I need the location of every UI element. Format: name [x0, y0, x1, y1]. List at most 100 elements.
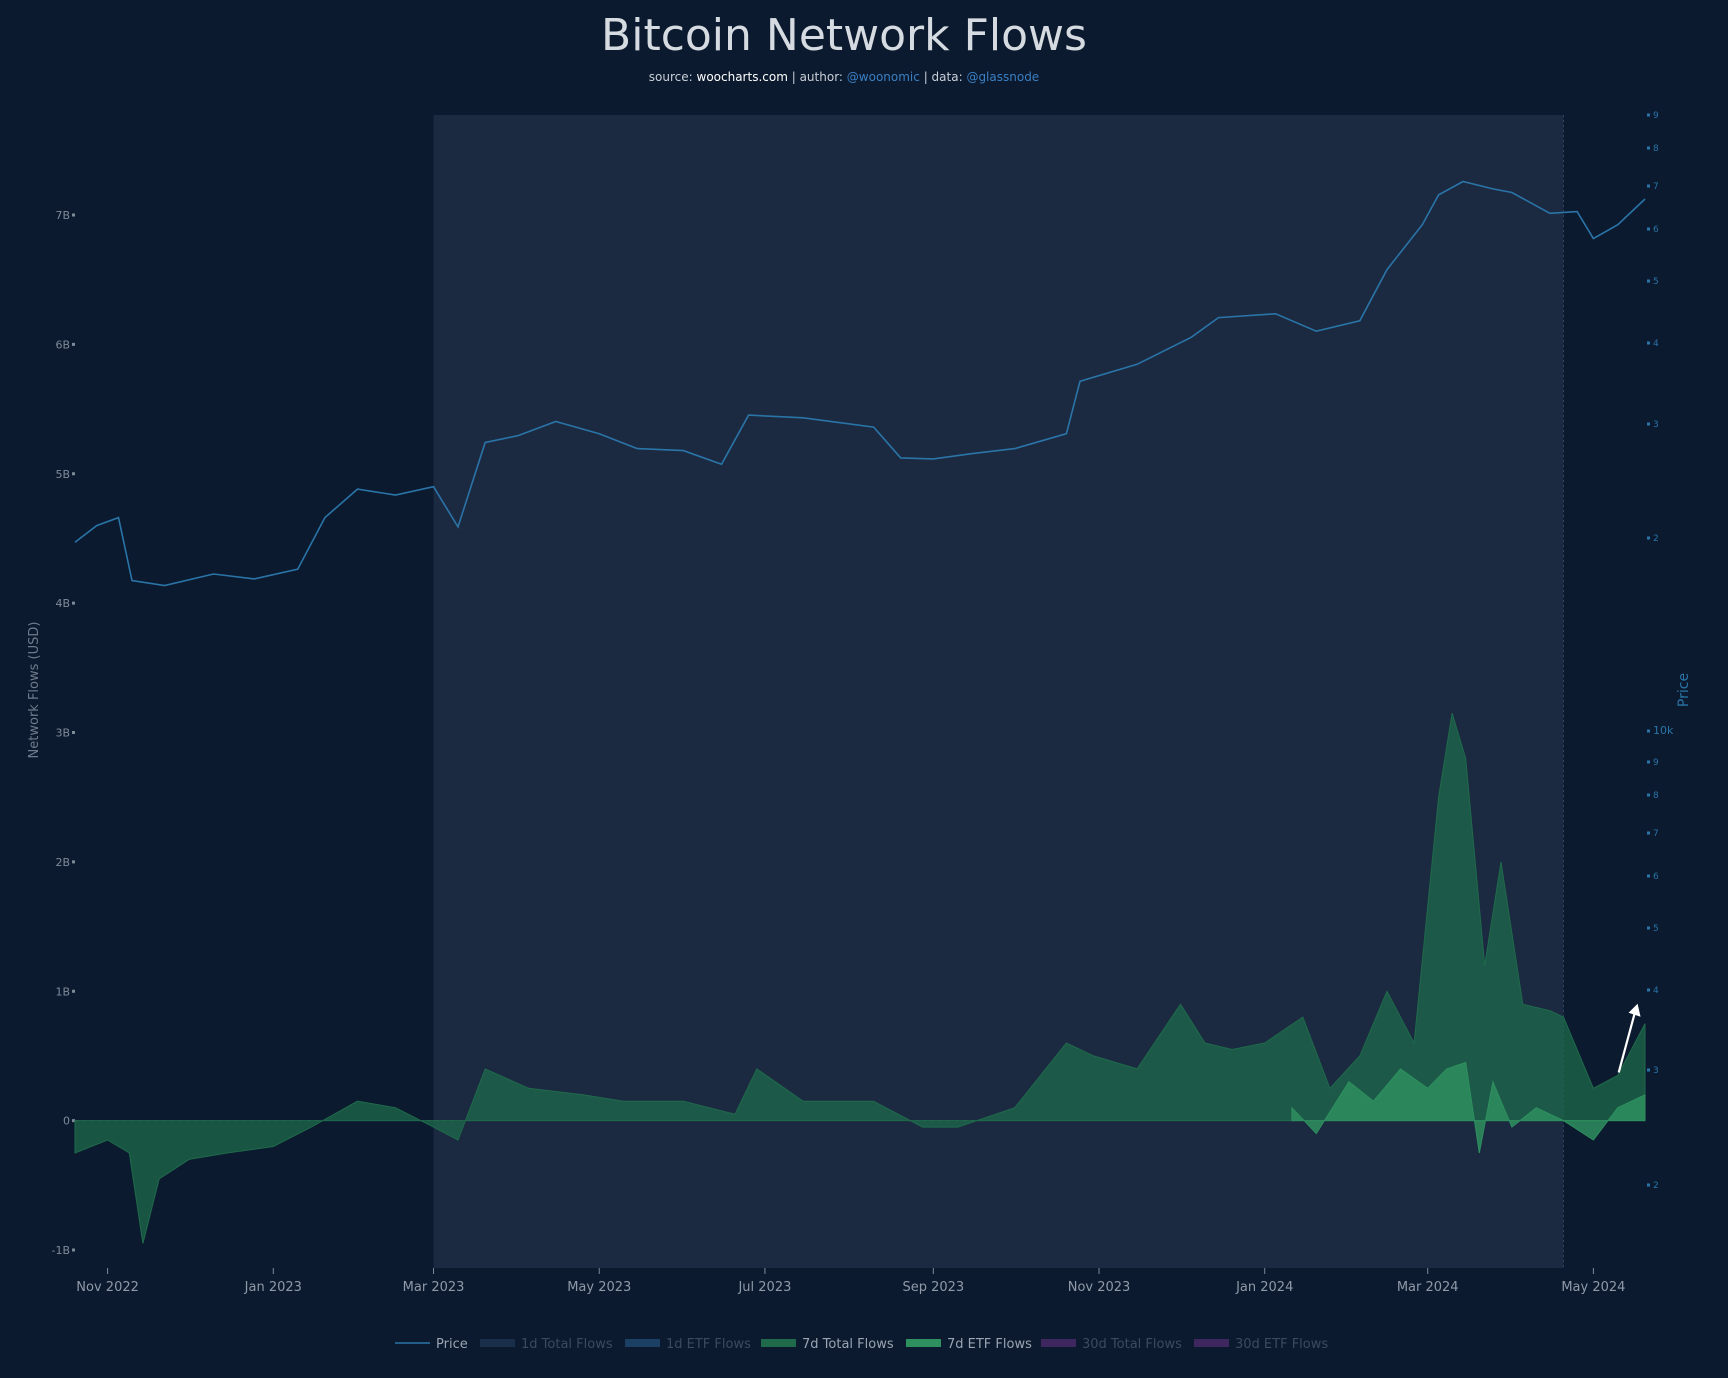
right-axis-tick-mark [1647, 536, 1650, 540]
data-point [873, 426, 875, 428]
left-axis-tick-mark [72, 213, 75, 217]
x-axis-tick-label: May 2023 [567, 1280, 631, 1295]
data-point [756, 1068, 758, 1070]
data-point [1427, 1087, 1429, 1089]
data-point [517, 435, 519, 437]
legend-item-1d-total-flows[interactable]: 1d Total Flows [480, 1337, 613, 1352]
data-point [1302, 1016, 1304, 1018]
data-point [1617, 1075, 1619, 1077]
data-point [142, 1243, 144, 1245]
left-y-axis: 7B 6B 5B 4B 3B 2B 1B 0 -1B [51, 209, 75, 1257]
x-axis-tick-label: Nov 2022 [76, 1280, 139, 1295]
left-axis-tick-label: 4B [55, 597, 70, 610]
data-point [1386, 990, 1388, 992]
data-point [188, 1159, 190, 1161]
data-point [1348, 1081, 1350, 1083]
price-line [74, 180, 1646, 587]
right-axis-tick-label: 6 [1653, 225, 1659, 235]
data-point [1291, 1107, 1293, 1109]
data-point [1204, 1042, 1206, 1044]
subtitle-source-link[interactable]: woocharts.com [697, 70, 788, 84]
data-point [433, 1126, 435, 1128]
right-axis-tick-label: 10k [1653, 724, 1674, 737]
data-point [74, 1152, 76, 1154]
series-7d-total-flows [74, 712, 1646, 1244]
data-point [1231, 1049, 1233, 1051]
x-axis-tick-label: May 2024 [1561, 1280, 1625, 1295]
data-point [683, 1100, 685, 1102]
data-point [623, 1100, 625, 1102]
data-point [802, 417, 804, 419]
legend-item-30d-etf-flows[interactable]: 30d ETF Flows [1194, 1337, 1328, 1352]
data-point [1180, 1003, 1182, 1005]
subtitle-author-link[interactable]: @woonomic [847, 70, 920, 84]
left-axis-tick-mark [72, 860, 75, 864]
data-point [1617, 1107, 1619, 1109]
right-axis-tick-mark [1647, 146, 1650, 150]
legend-item-30d-total-flows[interactable]: 30d Total Flows [1041, 1337, 1182, 1352]
data-point [357, 1100, 359, 1102]
data-point [971, 453, 973, 455]
data-point [1275, 313, 1277, 315]
data-point [226, 1152, 228, 1154]
data-point [1563, 1120, 1565, 1122]
data-point [107, 1139, 109, 1141]
data-point [1465, 1062, 1467, 1064]
left-axis-tick-label: 5B [55, 468, 70, 481]
data-point [395, 1107, 397, 1109]
legend-label: 7d ETF Flows [947, 1337, 1032, 1352]
right-axis-tick-mark [1647, 988, 1650, 992]
legend-item-price[interactable]: Price [395, 1337, 468, 1352]
right-axis-tick-mark [1647, 113, 1650, 117]
legend-item-7d-etf-flows[interactable]: 7d ETF Flows [906, 1337, 1032, 1352]
data-point [1500, 861, 1502, 863]
data-point [1536, 1107, 1538, 1109]
data-point [1593, 1139, 1595, 1141]
data-point [528, 1087, 530, 1089]
data-point [1522, 1003, 1524, 1005]
left-axis-tick-mark [72, 1119, 75, 1123]
legend-swatch [625, 1339, 660, 1347]
data-point [484, 1068, 486, 1070]
legend-label: 1d ETF Flows [666, 1337, 751, 1352]
data-point [1359, 320, 1361, 322]
legend-item-7d-total-flows[interactable]: 7d Total Flows [761, 1337, 894, 1352]
legend-swatch [480, 1339, 515, 1347]
x-axis-tick-label: Mar 2024 [1397, 1280, 1459, 1295]
annotation-layer [1617, 1003, 1641, 1073]
data-point [873, 1100, 875, 1102]
data-point [1479, 1152, 1481, 1154]
data-point [1446, 1068, 1448, 1070]
series-layer [74, 180, 1646, 1244]
right-axis-tick-label: 7 [1653, 182, 1659, 192]
right-axis-tick-label: 2 [1653, 1181, 1659, 1191]
arrow-head [1628, 1003, 1641, 1017]
data-point [748, 414, 750, 416]
left-axis-tick-mark [72, 342, 75, 346]
left-axis-tick-label: -1B [51, 1244, 70, 1257]
data-point [1451, 712, 1453, 714]
right-axis-tick-mark [1647, 1068, 1650, 1072]
x-axis-tick-label: Nov 2023 [1068, 1280, 1131, 1295]
legend-label: 30d Total Flows [1082, 1337, 1182, 1352]
right-axis-tick-mark [1647, 926, 1650, 930]
right-axis-tick-mark [1647, 422, 1650, 426]
legend-label: 7d Total Flows [802, 1337, 894, 1352]
right-axis-tick-mark [1647, 184, 1650, 188]
right-axis-tick-mark [1647, 729, 1650, 733]
right-y-axis-label: Price [1676, 673, 1692, 707]
data-point [457, 526, 459, 528]
right-axis-tick-mark [1647, 341, 1650, 345]
subtitle-data-link[interactable]: @glassnode [966, 70, 1039, 84]
data-point [1066, 433, 1068, 435]
left-axis-tick-label: 6B [55, 338, 70, 351]
data-point [96, 525, 98, 527]
legend-item-1d-etf-flows[interactable]: 1d ETF Flows [625, 1337, 751, 1352]
x-axis-tick-label: Jul 2023 [737, 1280, 791, 1295]
data-point [582, 1094, 584, 1096]
data-point [555, 421, 557, 423]
right-axis-tick-mark [1647, 279, 1650, 283]
right-axis-tick-mark [1647, 874, 1650, 878]
left-axis-tick-label: 7B [55, 209, 70, 222]
x-axis-tick-label: Jan 2024 [1235, 1280, 1293, 1295]
